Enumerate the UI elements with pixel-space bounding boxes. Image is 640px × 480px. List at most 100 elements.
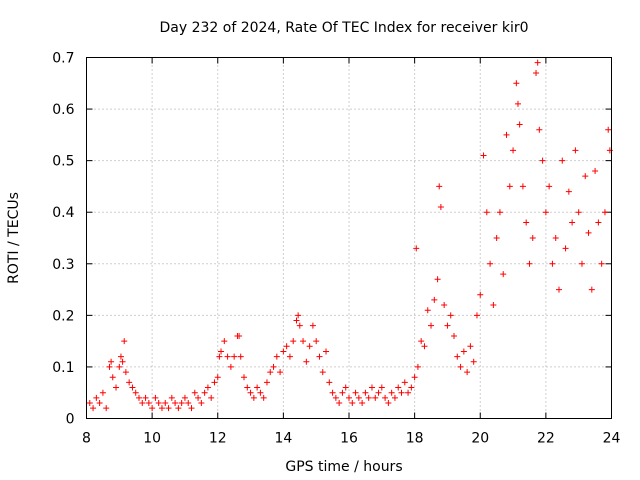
data-point bbox=[122, 369, 129, 376]
data-point bbox=[326, 379, 333, 386]
data-point bbox=[421, 343, 428, 350]
data-point bbox=[533, 69, 540, 76]
data-point bbox=[552, 235, 559, 241]
data-point bbox=[195, 394, 202, 401]
data-point bbox=[280, 348, 287, 355]
data-point bbox=[172, 400, 179, 407]
data-point bbox=[605, 126, 612, 133]
data-point bbox=[457, 363, 464, 370]
data-point bbox=[375, 389, 382, 396]
data-point bbox=[349, 400, 356, 407]
data-point bbox=[556, 286, 562, 293]
data-point bbox=[108, 358, 115, 365]
data-point bbox=[286, 353, 293, 360]
data-point bbox=[592, 167, 599, 174]
data-point bbox=[542, 209, 549, 216]
data-point bbox=[86, 400, 93, 407]
data-point bbox=[569, 219, 576, 226]
data-point bbox=[595, 219, 602, 226]
data-point bbox=[506, 183, 513, 190]
data-point bbox=[575, 209, 582, 216]
data-point bbox=[513, 80, 520, 87]
data-point bbox=[142, 394, 149, 401]
data-point bbox=[534, 59, 541, 66]
data-point bbox=[188, 405, 195, 412]
data-point bbox=[293, 317, 300, 324]
data-point bbox=[500, 271, 507, 278]
plot-frame bbox=[86, 57, 612, 419]
data-point bbox=[96, 400, 103, 407]
data-point bbox=[149, 405, 156, 412]
data-point bbox=[487, 260, 494, 267]
data-point bbox=[411, 374, 418, 381]
data-point bbox=[418, 338, 425, 345]
data-point bbox=[300, 338, 307, 345]
data-point bbox=[477, 291, 484, 298]
data-point bbox=[526, 260, 533, 267]
data-point bbox=[250, 394, 257, 401]
data-point bbox=[582, 173, 589, 180]
data-point bbox=[346, 394, 352, 401]
data-point bbox=[273, 353, 280, 360]
data-point bbox=[405, 389, 412, 396]
data-point bbox=[355, 394, 362, 401]
data-point bbox=[585, 229, 592, 236]
data-point bbox=[529, 235, 536, 241]
data-point bbox=[329, 389, 336, 396]
data-point bbox=[214, 374, 221, 381]
data-point bbox=[295, 312, 302, 319]
data-point bbox=[470, 358, 477, 365]
data-point bbox=[336, 400, 343, 407]
data-point bbox=[401, 379, 408, 386]
data-point bbox=[139, 400, 146, 407]
data-point bbox=[546, 183, 553, 190]
data-point bbox=[290, 338, 297, 345]
data-point bbox=[536, 126, 543, 133]
data-point bbox=[221, 338, 228, 345]
x-tick-label: 8 bbox=[82, 431, 91, 447]
data-point bbox=[352, 389, 359, 396]
data-point bbox=[201, 389, 208, 396]
x-tick-label: 14 bbox=[274, 431, 292, 447]
data-point bbox=[388, 389, 395, 396]
data-point bbox=[93, 394, 100, 401]
y-tick-label: 0.6 bbox=[52, 102, 74, 118]
data-point bbox=[224, 353, 231, 360]
data-point bbox=[152, 394, 159, 401]
data-point bbox=[241, 374, 247, 381]
data-point bbox=[588, 286, 595, 293]
data-point bbox=[319, 369, 326, 376]
data-point bbox=[398, 389, 405, 396]
data-point bbox=[447, 312, 454, 319]
data-points bbox=[86, 59, 613, 412]
data-point bbox=[372, 394, 379, 401]
data-point bbox=[313, 338, 320, 345]
data-point bbox=[428, 322, 435, 329]
data-point bbox=[601, 209, 608, 216]
data-point bbox=[227, 363, 234, 370]
data-point bbox=[451, 332, 457, 339]
grid-lines bbox=[86, 57, 612, 419]
data-point bbox=[306, 343, 313, 350]
data-point bbox=[296, 322, 303, 329]
x-tick-label: 10 bbox=[143, 431, 161, 447]
data-point bbox=[549, 260, 556, 267]
data-point bbox=[464, 369, 471, 376]
data-point bbox=[117, 353, 124, 360]
data-point bbox=[565, 188, 572, 195]
data-point bbox=[342, 384, 349, 391]
data-point bbox=[244, 384, 251, 391]
data-point bbox=[490, 302, 497, 309]
data-point bbox=[119, 358, 126, 365]
data-point bbox=[339, 389, 346, 396]
data-point bbox=[277, 369, 284, 376]
data-point bbox=[136, 394, 142, 401]
data-point bbox=[260, 394, 267, 401]
x-tick-label: 24 bbox=[603, 431, 621, 447]
data-point bbox=[523, 219, 530, 226]
data-point bbox=[503, 131, 510, 138]
data-point bbox=[181, 394, 188, 401]
data-point bbox=[185, 400, 192, 407]
data-point bbox=[316, 353, 323, 360]
y-tick-label: 0.4 bbox=[52, 205, 74, 221]
